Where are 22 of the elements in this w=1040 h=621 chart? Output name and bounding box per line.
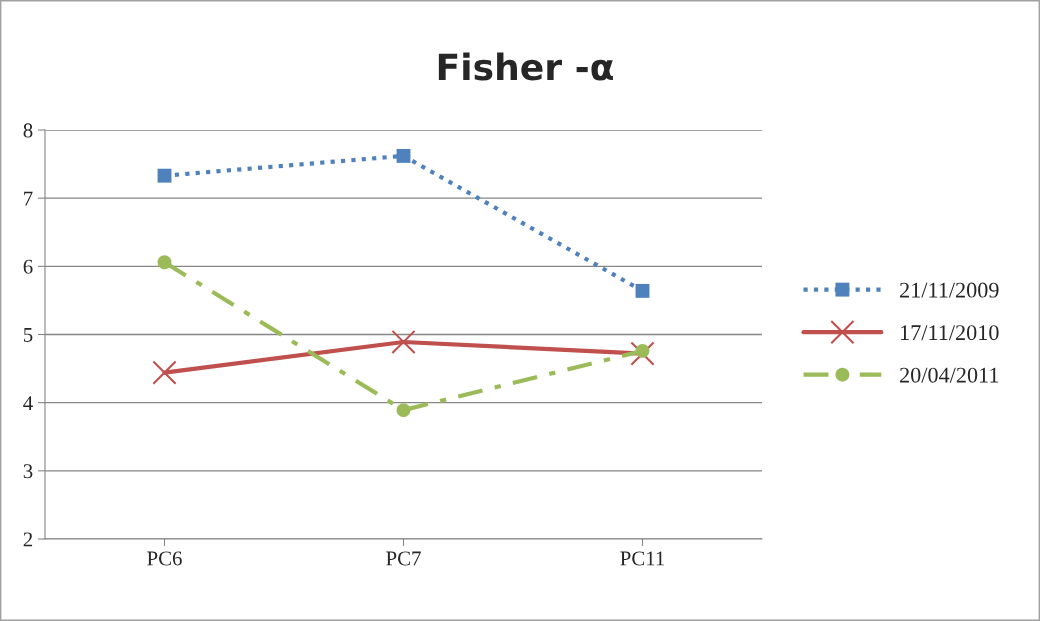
point bbox=[635, 283, 650, 298]
legend-label: 21/11/2009 bbox=[900, 282, 999, 298]
y-tick-label: 7 bbox=[24, 191, 33, 206]
point bbox=[152, 360, 177, 385]
point bbox=[157, 168, 172, 183]
point bbox=[635, 343, 650, 358]
legend-label: 17/11/2010 bbox=[901, 325, 999, 341]
y-tick-label: 4 bbox=[23, 396, 33, 410]
x-tick-label: PC6 bbox=[147, 551, 182, 566]
x-tick-label: PC7 bbox=[386, 551, 421, 566]
point bbox=[396, 403, 411, 418]
y-tick-label: 5 bbox=[23, 328, 33, 342]
x-tick-label: PC11 bbox=[620, 551, 665, 566]
y-tick-label: 2 bbox=[23, 532, 33, 547]
point bbox=[396, 148, 411, 163]
y-tick-label: 3 bbox=[23, 464, 33, 479]
point bbox=[391, 329, 416, 355]
y-tick-label: 8 bbox=[23, 123, 33, 138]
point bbox=[157, 255, 172, 270]
legend-label: 20/04/2011 bbox=[900, 367, 999, 383]
chart-title: Fisher -α bbox=[438, 52, 613, 81]
y-tick-label: 6 bbox=[23, 259, 33, 274]
